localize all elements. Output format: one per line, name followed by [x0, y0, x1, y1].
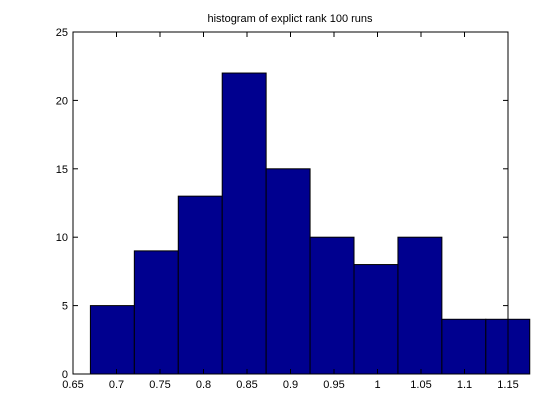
x-tick-label-6: 0.9: [283, 379, 298, 391]
histogram-bars: [90, 73, 529, 374]
x-tick-label-7: 0.95: [323, 379, 344, 391]
y-tick-label-2: 5: [62, 301, 68, 313]
histogram-bar-8: [398, 237, 442, 374]
y-tick-label-4: 15: [56, 164, 68, 176]
x-tick-label-2: 0.7: [109, 379, 124, 391]
y-tick-label-3: 10: [56, 232, 68, 244]
x-tick-label-10: 1.1: [457, 379, 472, 391]
histogram-bar-2: [134, 251, 178, 374]
y-tick-label-5: 20: [56, 95, 68, 107]
histogram-bar-6: [310, 237, 354, 374]
x-tick-label-5: 0.85: [236, 379, 257, 391]
histogram-bar-5: [266, 169, 310, 374]
histogram-bar-7: [354, 265, 398, 374]
histogram-bar-9: [442, 319, 486, 374]
y-tick-label-1: 0: [62, 369, 68, 381]
x-tick-label-8: 1: [374, 379, 380, 391]
x-tick-label-4: 0.8: [196, 379, 211, 391]
histogram-bar-1: [90, 306, 134, 374]
x-tick-label-9: 1.05: [410, 379, 431, 391]
x-tick-label-3: 0.75: [149, 379, 170, 391]
chart-title: histogram of explict rank 100 runs: [207, 13, 373, 25]
y-tick-label-6: 25: [56, 27, 68, 39]
x-tick-label-11: 1.15: [497, 379, 518, 391]
histogram-bar-3: [178, 196, 222, 374]
histogram-bar-4: [222, 73, 266, 374]
